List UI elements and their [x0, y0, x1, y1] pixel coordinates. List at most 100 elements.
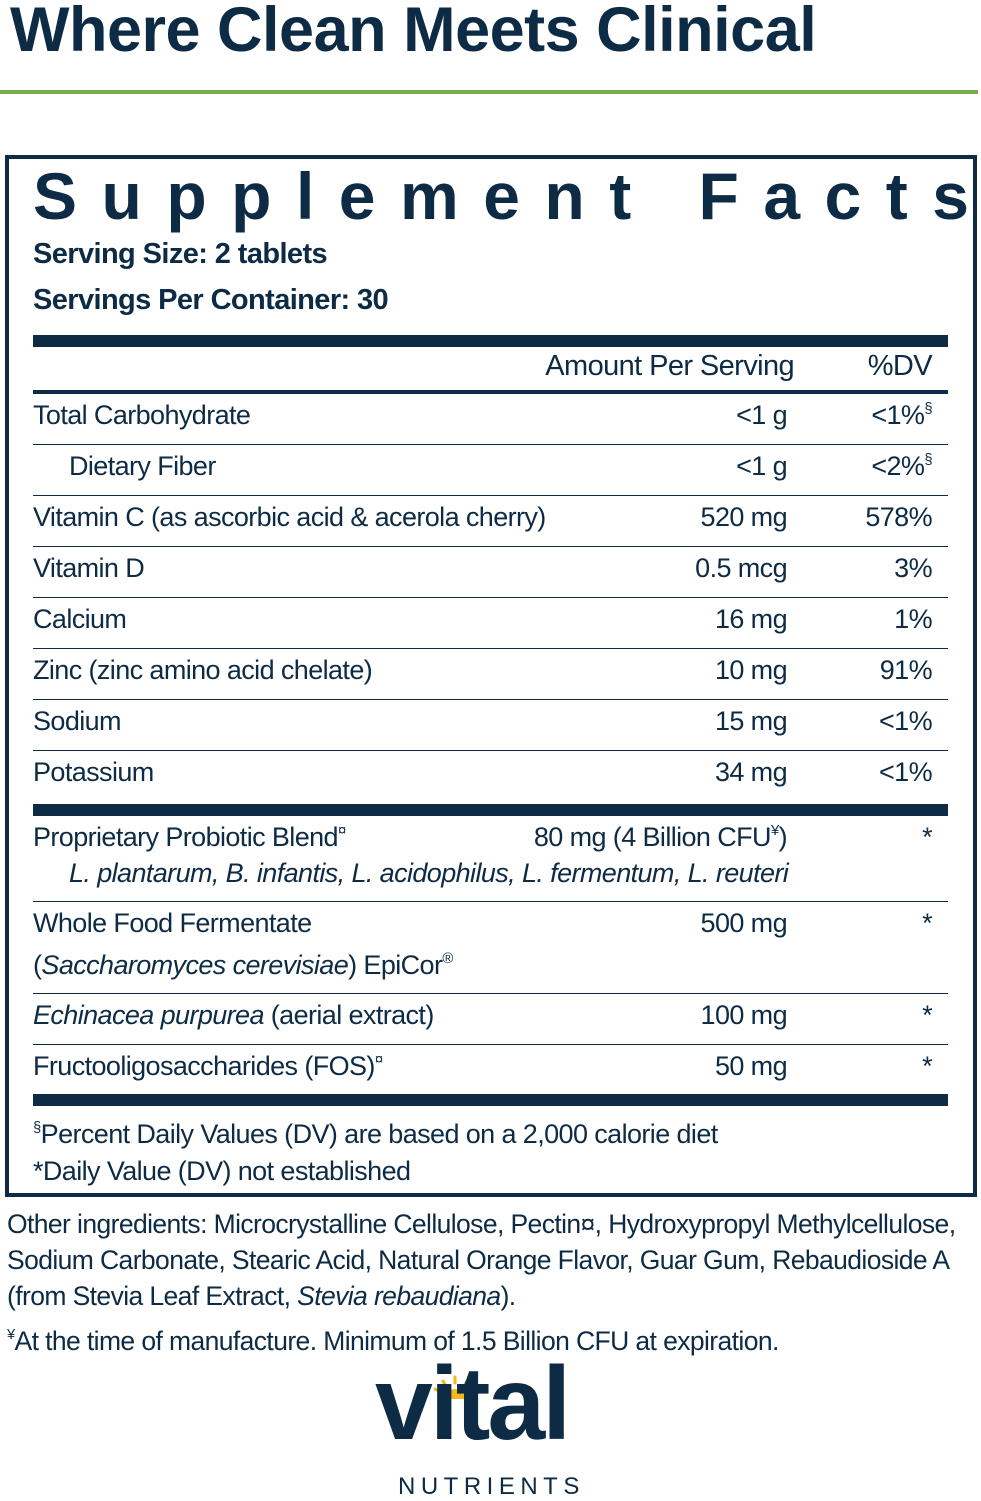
item-amount: 15 mg — [714, 706, 788, 737]
blend-table: Proprietary Probiotic Blend¤ 80 mg (4 Bil… — [33, 816, 948, 1096]
text: * — [922, 822, 933, 852]
text: L. plantarum, B. infantis, L. acidophilu… — [69, 858, 789, 888]
superscript: § — [924, 451, 932, 468]
item-name: Echinacea purpurea (aerial extract) — [33, 1000, 434, 1031]
superscript: § — [33, 1119, 41, 1136]
text: Calcium — [33, 604, 127, 634]
item-name: Proprietary Probiotic Blend¤ — [33, 822, 346, 853]
text: 100 mg — [700, 1000, 788, 1030]
text: 500 mg — [700, 908, 788, 938]
text: <1 g — [736, 400, 788, 430]
text: 34 mg — [714, 757, 788, 787]
row: Zinc (zinc amino acid chelate) 10 mg 91% — [33, 649, 948, 700]
nutrient-table: Total Carbohydrate <1 g <1%§ Dietary Fiber <… — [33, 394, 948, 802]
item-amount: 50 mg — [714, 1051, 788, 1082]
superscript: § — [924, 400, 932, 417]
thick-bar — [33, 804, 948, 816]
item-subline: L. plantarum, B. infantis, L. acidophilu… — [69, 858, 789, 889]
item-amount: 0.5 mcg — [695, 553, 787, 584]
text: <1% — [879, 706, 933, 736]
text: Stevia rebaudiana — [297, 1281, 501, 1311]
item-dv: * — [922, 1000, 933, 1031]
item-dv: <2%§ — [871, 451, 932, 482]
thick-bar — [33, 335, 948, 347]
item-name: Potassium — [33, 757, 154, 788]
thick-bar — [33, 1094, 948, 1106]
item-dv: <1%§ — [871, 400, 932, 431]
text: <1% — [871, 400, 925, 430]
row: Total Carbohydrate <1 g <1%§ — [33, 394, 948, 445]
item-amount: 16 mg — [714, 604, 788, 635]
item-dv: * — [922, 822, 933, 853]
text: 3% — [894, 553, 932, 583]
other-ingredients: Other ingredients: Microcrystalline Cell… — [7, 1206, 979, 1314]
text: ) — [778, 822, 788, 852]
row: Calcium 16 mg 1% — [33, 598, 948, 649]
row: Whole Food Fermentate 500 mg * (Saccharomyc… — [33, 902, 948, 994]
page-title: Where Clean Meets Clinical — [10, 0, 817, 65]
text: 15 mg — [714, 706, 788, 736]
item-subline: (Saccharomyces cerevisiae) EpiCor® — [33, 950, 453, 981]
column-header: %DV — [867, 350, 933, 382]
text: Sodium — [33, 706, 122, 736]
bar — [33, 390, 948, 394]
item-dv: <1% — [879, 706, 933, 737]
footnote: *Daily Value (DV) not established — [33, 1153, 718, 1190]
row: Vitamin D 0.5 mcg 3% — [33, 547, 948, 598]
item-name: Sodium — [33, 706, 122, 737]
text: Vitamin C (as ascorbic acid & acerola ch… — [33, 502, 546, 532]
item-amount: <1 g — [736, 400, 788, 431]
text: 16 mg — [714, 604, 788, 634]
item-amount: 500 mg — [700, 908, 788, 939]
footnotes: §Percent Daily Values (DV) are based on … — [33, 1116, 718, 1190]
superscript: ¥ — [770, 822, 779, 839]
superscript: ¤ — [374, 1051, 383, 1068]
text: Dietary Fiber — [69, 451, 216, 481]
text: 520 mg — [700, 502, 788, 532]
item-dv: 91% — [879, 655, 933, 686]
text: Proprietary Probiotic Blend — [33, 822, 339, 852]
item-dv: * — [922, 1051, 933, 1082]
row: Echinacea purpurea (aerial extract) 100 m… — [33, 994, 948, 1045]
item-amount: 100 mg — [700, 1000, 788, 1031]
text: 0.5 mcg — [695, 553, 787, 583]
item-dv: 3% — [894, 553, 932, 584]
text: ( — [33, 950, 42, 980]
item-amount: 10 mg — [714, 655, 788, 686]
text: * — [922, 1000, 933, 1030]
text: ) EpiCor — [348, 950, 443, 980]
serving-size: Serving Size: 2 tablets — [33, 238, 328, 270]
brand-tagline: NUTRIENTS — [398, 1473, 585, 1500]
item-amount: 520 mg — [700, 502, 788, 533]
item-dv: * — [922, 908, 933, 939]
text: Whole Food Fermentate — [33, 908, 312, 938]
item-name: Fructooligosaccharides (FOS)¤ — [33, 1051, 383, 1082]
text: 91% — [879, 655, 933, 685]
text: * — [922, 1051, 933, 1081]
row: Fructooligosaccharides (FOS)¤ 50 mg * — [33, 1045, 948, 1096]
text: Zinc (zinc amino acid chelate) — [33, 655, 373, 685]
text: Fructooligosaccharides (FOS) — [33, 1051, 375, 1081]
item-name: Total Carbohydrate — [33, 400, 251, 431]
item-name: Vitamin D — [33, 553, 145, 584]
divider — [0, 90, 978, 94]
item-name: Vitamin C (as ascorbic acid & acerola ch… — [33, 502, 546, 533]
text: (aerial extract) — [263, 1000, 435, 1030]
text: * — [922, 908, 933, 938]
text: Other ingredients: Microcrystalline Cell… — [7, 1209, 956, 1311]
text: 10 mg — [714, 655, 788, 685]
column-header: Amount Per Serving — [545, 350, 794, 382]
servings-per-container: Servings Per Container: 30 — [33, 284, 389, 316]
item-name: Zinc (zinc amino acid chelate) — [33, 655, 373, 686]
sun-icon — [433, 1375, 477, 1399]
item-amount: 80 mg (4 Billion CFU¥) — [534, 822, 788, 853]
text: Percent Daily Values (DV) are based on a… — [40, 1119, 719, 1149]
superscript: ¥ — [7, 1327, 15, 1344]
text: <1% — [879, 757, 933, 787]
text: Echinacea purpurea — [33, 1000, 264, 1030]
text: 1% — [894, 604, 932, 634]
text: Saccharomyces cerevisiae — [41, 950, 349, 980]
item-name: Dietary Fiber — [69, 451, 216, 482]
text: 50 mg — [714, 1051, 788, 1081]
